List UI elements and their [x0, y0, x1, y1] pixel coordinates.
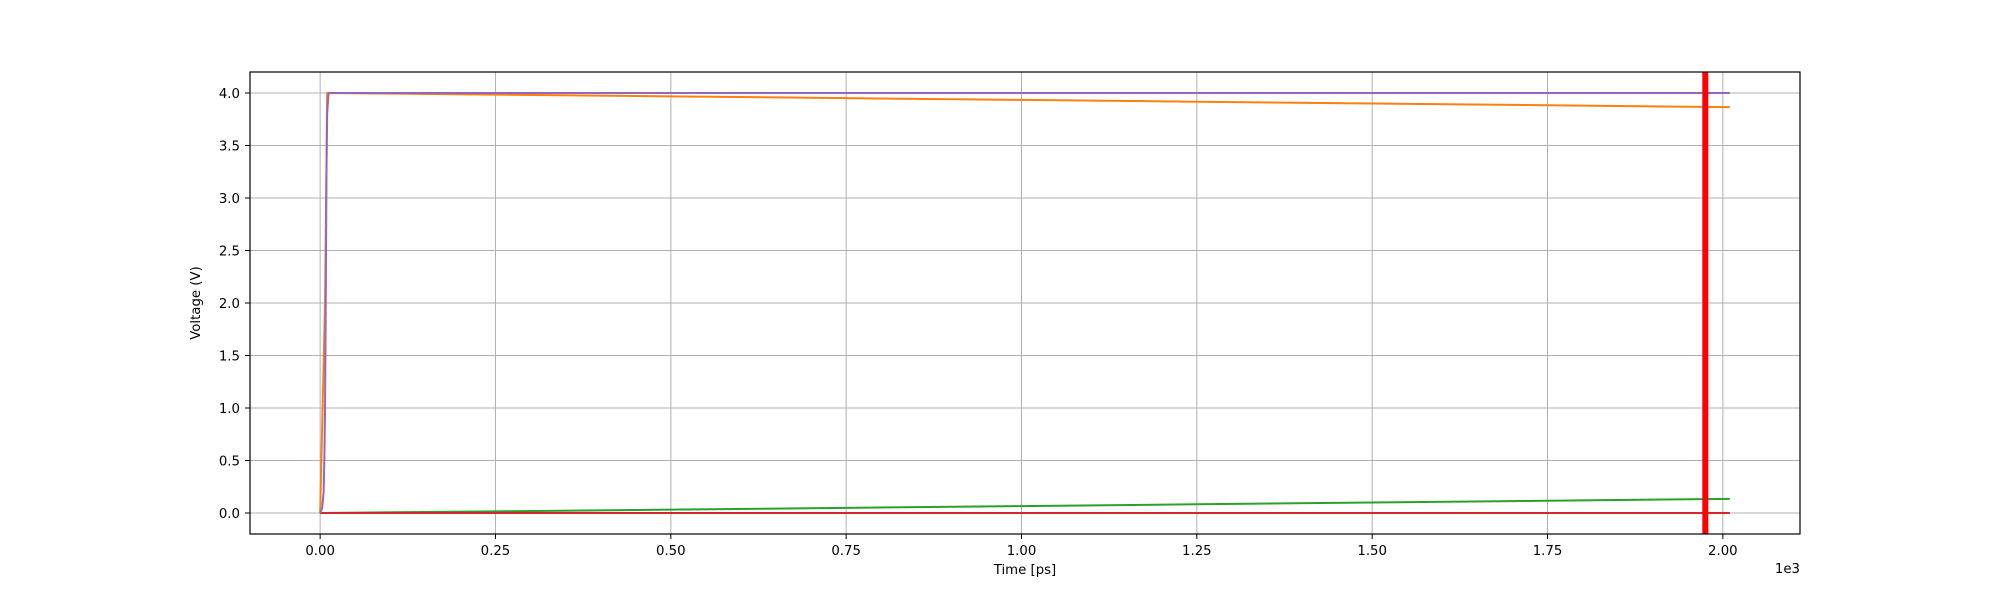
y-axis-label: Voltage (V) — [189, 266, 204, 340]
series-group — [319, 92, 1730, 514]
x-tick-label: 1.50 — [1357, 544, 1387, 559]
y-tick-label: 3.5 — [219, 140, 240, 155]
y-tick-label: 2.5 — [219, 245, 240, 260]
y-tick-label: 2.0 — [219, 297, 240, 312]
grid — [250, 72, 1800, 534]
y-tick-label: 1.0 — [219, 402, 240, 417]
x-axis-label: Time [ps] — [993, 563, 1057, 578]
y-axis-ticks: 0.0 0.5 1.0 1.5 2.0 2.5 3.0 3.5 4.0 — [219, 87, 250, 522]
x-tick-label: 1.25 — [1182, 544, 1212, 559]
y-tick-label: 1.5 — [219, 350, 240, 365]
y-tick-label: 0.5 — [219, 455, 240, 470]
x-tick-label: 2.00 — [1708, 544, 1738, 559]
x-tick-label: 0.00 — [305, 544, 335, 559]
y-tick-label: 0.0 — [219, 507, 240, 522]
x-axis-multiplier: 1e3 — [1775, 562, 1800, 577]
series-line-4 — [319, 92, 1730, 514]
x-tick-label: 0.25 — [481, 544, 511, 559]
y-tick-label: 4.0 — [219, 87, 240, 102]
x-tick-label: 1.75 — [1533, 544, 1563, 559]
x-tick-label: 0.75 — [831, 544, 861, 559]
x-axis-ticks: 0.00 0.25 0.50 0.75 1.00 1.25 1.50 1.75 2.00 — [305, 534, 1738, 559]
x-tick-label: 1.00 — [1007, 544, 1037, 559]
x-tick-label: 0.50 — [656, 544, 686, 559]
y-tick-label: 3.0 — [219, 192, 240, 207]
series-line-1 — [320, 497, 1730, 514]
